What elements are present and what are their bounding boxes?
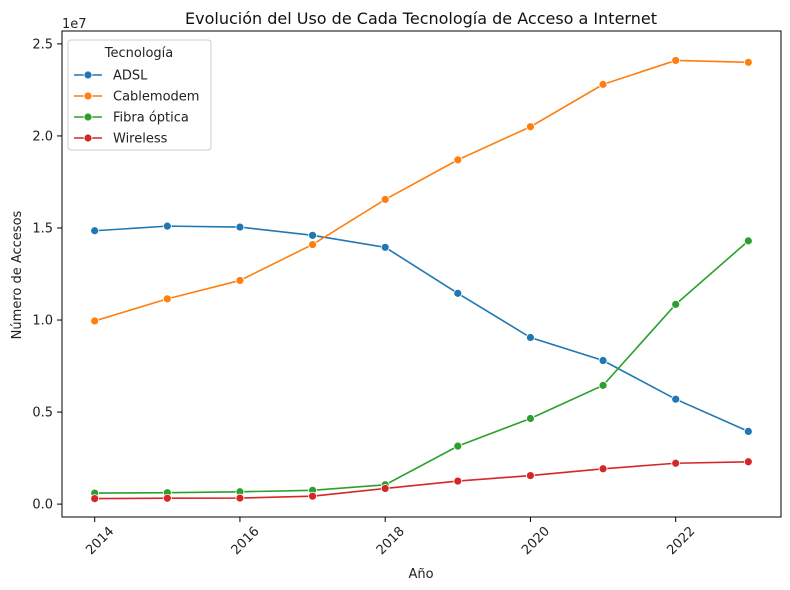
data-point [162,221,172,231]
y-tick-label: 0.0 [32,498,53,513]
data-point [526,122,535,132]
legend-label: Wireless [113,132,168,147]
series-line [94,59,749,322]
data-point [743,457,753,467]
legend-marker [83,133,93,143]
data-point [743,426,753,436]
legend-item-adsl: ADSL [74,69,148,84]
data-point [235,222,245,232]
data-point [671,394,681,404]
data-point [162,493,172,503]
data-point [453,155,463,165]
series-adsl [90,221,753,436]
data-point [453,288,463,298]
data-point [380,242,390,252]
data-point [671,56,681,65]
data-point [308,230,317,240]
data-point [526,471,535,480]
y-tick-label: 2.0 [32,129,53,144]
y-tick-label: 0.5 [32,406,53,421]
series-fibra-ptica [90,236,753,498]
data-point [598,356,608,365]
series-line [94,460,749,500]
data-point [671,458,681,468]
data-point [671,299,681,309]
legend-label: Cablemodem [113,90,199,105]
legend-frame [67,39,212,151]
y-offset-label: 1e7 [62,17,87,32]
y-tick-label: 1.5 [32,221,53,236]
series-line [94,225,749,433]
data-point [453,441,463,451]
legend-marker [83,70,93,80]
data-point [743,236,753,246]
legend-item-cablemodem: Cablemodem [74,90,199,105]
y-axis-label: Número de Accesos [10,210,25,339]
data-point [380,195,390,204]
plot-frame [61,30,782,518]
data-point [235,276,245,285]
data-point [743,57,753,67]
data-point [526,333,535,342]
data-point [598,380,608,390]
data-point [90,494,100,503]
data-point [453,476,463,486]
data-point [90,316,100,326]
data-point [308,491,317,501]
series-cablemodem [90,56,753,326]
legend-title: Tecnología [104,46,173,61]
series-line [94,240,749,494]
legend-label: ADSL [113,69,148,84]
legend-label: Fibra óptica [113,111,189,126]
data-point [90,226,100,236]
data-point [598,79,608,89]
data-point [598,464,608,474]
series-wireless [90,457,753,503]
legend: Tecnología ADSL Cablemodem Fibra óptica Wir… [67,39,212,151]
data-point [308,240,317,249]
data-point [380,484,390,493]
y-tick-label: 2.5 [32,37,53,52]
y-tick-label: 1.0 [32,314,53,329]
data-point [235,493,245,503]
data-point [526,414,535,423]
chart-title: Evolución del Uso de Cada Tecnología de … [185,9,657,28]
data-point [162,294,172,304]
legend-marker [83,112,93,122]
legend-item-wireless: Wireless [74,132,168,147]
legend-marker [83,91,93,101]
x-axis-label: Año [408,567,433,582]
legend-item-fibra-ptica: Fibra óptica [74,111,189,126]
